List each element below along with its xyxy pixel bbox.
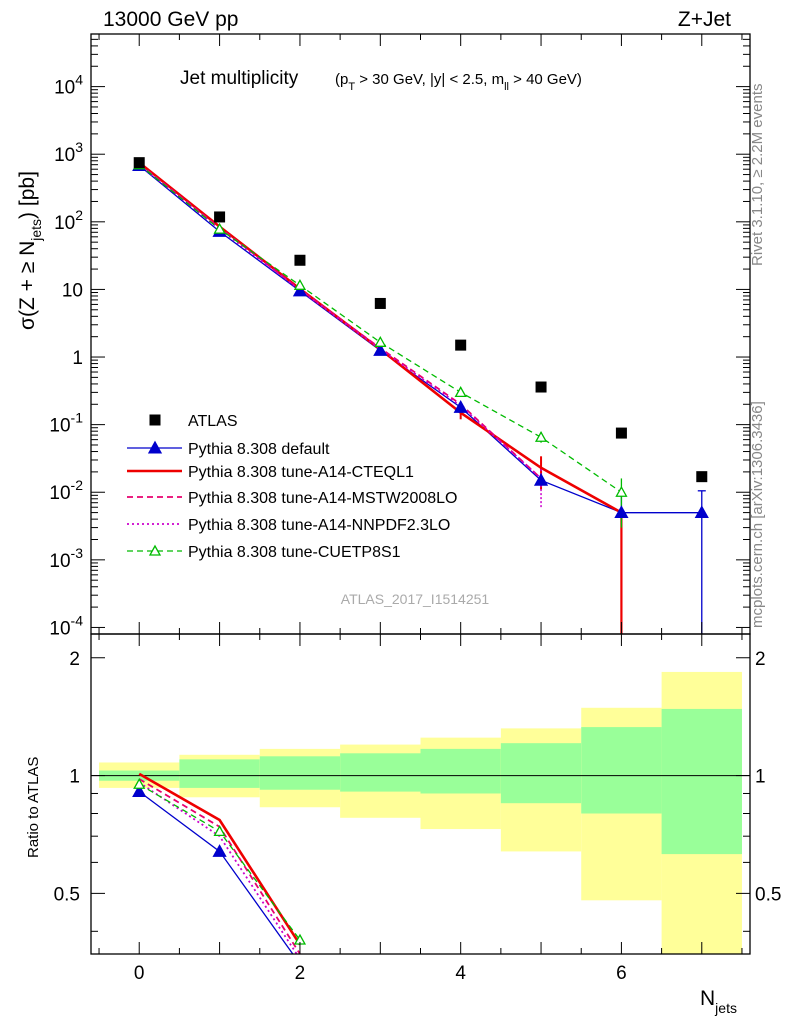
ratio-y-tick-label: 2: [69, 649, 80, 670]
inner-band: [340, 753, 421, 792]
ratio-default-marker: [132, 784, 147, 798]
legend-label: Pythia 8.308 tune-A14-NNPDF2.3LO: [188, 517, 450, 534]
cuetp8s1-marker: [454, 386, 467, 398]
x-axis-label: Njets: [700, 987, 737, 1016]
series-line: [138, 165, 702, 514]
legend-marker: [147, 440, 163, 454]
x-tick-label: 6: [616, 963, 627, 984]
default-marker: [694, 505, 709, 519]
atlas-data-point: [615, 427, 627, 439]
ratio-series-line: [138, 791, 294, 954]
cuetp8s1-marker: [374, 335, 387, 347]
legend-label: Pythia 8.308 tune-A14-MSTW2008LO: [188, 490, 457, 507]
legend-marker-atlas: [149, 414, 161, 426]
atlas-data-point: [455, 339, 467, 351]
y-tick-label: 10: [62, 280, 83, 301]
y-tick-label: 1: [72, 348, 83, 369]
series-line: [138, 163, 542, 480]
ratio-y-tick-label-right: 2: [755, 649, 766, 670]
atlas-data-point: [214, 211, 226, 223]
y-tick-label: 10-2: [49, 477, 83, 504]
ratio-y-tick-label: 1: [69, 767, 80, 788]
legend-label: Pythia 8.308 tune-A14-CTEQL1: [188, 464, 414, 481]
inner-band: [420, 748, 501, 794]
legend-label: ATLAS: [188, 413, 238, 430]
atlas-data-point: [294, 254, 306, 266]
ratio-cuetp8s1-marker: [213, 825, 226, 837]
y-tick-label: 103: [54, 139, 83, 166]
atlas-data-point: [133, 157, 145, 169]
x-tick-label: 2: [295, 963, 306, 984]
header-right: Z+Jet: [678, 8, 731, 31]
inner-band: [581, 727, 662, 814]
atlas-data-point: [535, 381, 547, 393]
y-axis-label-top: σ(Z + ≥ Njets) [pb]: [16, 171, 44, 330]
cuetp8s1-marker: [534, 430, 548, 442]
ratio-uncertainty-bands: [99, 671, 742, 954]
legend: ATLAS Pythia 8.308 default Pythia 8.308 tu…: [127, 413, 457, 561]
ratio-cuetp8s1-marker: [133, 777, 146, 789]
ratio-series-line: [138, 783, 301, 941]
legend-label: Pythia 8.308 tune-CUETP8S1: [188, 544, 401, 561]
y-tick-label: 10-3: [49, 545, 83, 572]
chart-title: Jet multiplicity: [180, 68, 299, 89]
header-left: 13000 GeV pp: [103, 8, 238, 31]
cuetp8s1-marker: [213, 222, 226, 234]
ratio-y-tick-label-right: 0.5: [755, 884, 781, 905]
legend-marker: [148, 544, 162, 556]
inner-band: [259, 756, 341, 790]
analysis-watermark: ATLAS_2017_I1514251: [341, 591, 490, 607]
main-plot-series: [132, 157, 709, 634]
y-tick-label: 102: [54, 207, 83, 234]
ratio-series-line: [138, 781, 298, 954]
x-tick-label: 0: [134, 963, 145, 984]
x-tick-label: 4: [455, 963, 466, 984]
y-axis-label-ratio: Ratio to ATLAS: [25, 757, 42, 858]
legend-label: Pythia 8.308 default: [188, 441, 330, 458]
chart-subtitle: (pT > 30 GeV, |y| < 2.5, mll > 40 GeV): [335, 71, 582, 93]
y-tick-label: 104: [54, 72, 83, 99]
mcplots-reference-text: mcplots.cern.ch [arXiv:1306.3436]: [749, 401, 766, 628]
inner-band: [661, 708, 742, 855]
ratio-y-tick-label: 0.5: [54, 884, 80, 905]
inner-band: [500, 743, 582, 804]
y-tick-label: 10-4: [49, 612, 83, 639]
default-marker: [533, 472, 549, 486]
inner-band: [179, 759, 260, 788]
ratio-default-marker: [212, 844, 227, 857]
atlas-data-point: [374, 297, 386, 309]
default-marker: [453, 400, 468, 413]
cuetp8s1-marker: [615, 485, 628, 497]
default-marker: [292, 283, 308, 297]
default-marker: [614, 505, 629, 519]
rivet-version-text: Rivet 3.1.10, ≥ 2.2M events: [749, 84, 766, 267]
main-plot-title: Jet multiplicity (pT > 30 GeV, |y| < 2.5…: [180, 68, 582, 93]
y-tick-label: 10-1: [49, 410, 83, 437]
ratio-plot-series: [132, 772, 307, 954]
default-marker: [373, 343, 388, 356]
cuetp8s1-marker: [293, 278, 307, 290]
atlas-data-point: [696, 471, 708, 483]
ratio-y-tick-label-right: 1: [755, 767, 766, 788]
